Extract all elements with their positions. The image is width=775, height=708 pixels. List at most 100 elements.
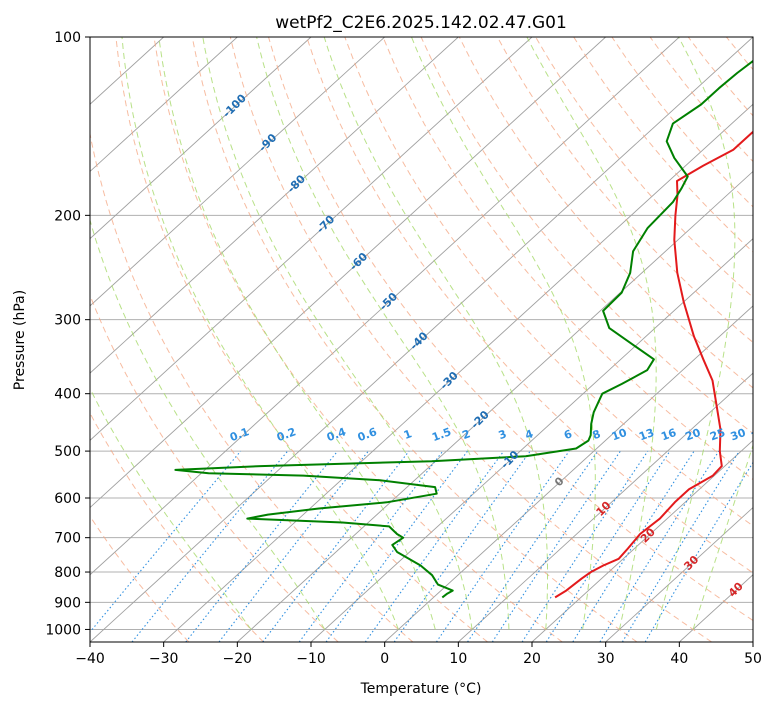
mixing-ratio-label: 1 (402, 427, 414, 442)
isotherm-line (90, 37, 238, 173)
mixing-ratio-label: 25 (708, 426, 727, 443)
dry-adiabat-line (90, 515, 190, 642)
dry-adiabat-line (153, 37, 563, 642)
data-lines (174, 59, 753, 599)
mixing-ratio-label: 0.4 (325, 425, 348, 444)
moist-adiabat-line (655, 37, 736, 630)
mixing-ratio-label: 30 (729, 426, 748, 444)
moist-adiabat-line (121, 37, 399, 630)
mixing-ratio-line (545, 450, 671, 642)
y-tick-label: 1000 (45, 622, 81, 638)
mixing-ratio-label: 20 (683, 426, 702, 444)
mixing-ratio-line (572, 450, 695, 642)
dry-adiabat-line (90, 131, 414, 642)
moist-adiabat-line (158, 37, 436, 630)
x-axis-label: Temperature (°C) (360, 681, 482, 697)
isotherm-line (163, 103, 753, 642)
dry-adiabat-line (90, 412, 264, 642)
dry-adiabat-line (344, 37, 753, 527)
isotherm-line (90, 37, 312, 240)
x-tick-label: −30 (149, 651, 179, 667)
isotherm-line (531, 439, 753, 642)
isotherm-line (458, 372, 753, 642)
moist-adiabat-line (692, 443, 753, 630)
mixing-ratio-label: 0.6 (356, 425, 379, 444)
y-tick-label: 600 (54, 491, 81, 507)
isotherm-line (90, 37, 753, 642)
mixing-ratio-line (185, 450, 339, 642)
dry-adiabat-line (115, 37, 488, 642)
x-tick-label: −40 (75, 651, 105, 667)
mixing-ratio-line (325, 450, 468, 642)
dewpoint-line (174, 59, 753, 599)
isotherm-line (605, 506, 753, 642)
isotherm-line (384, 305, 753, 642)
dry-adiabat-line (535, 37, 753, 298)
x-tick-label: −20 (223, 651, 253, 667)
x-tick-label: 50 (744, 651, 762, 667)
mixing-ratio-label: 3 (497, 427, 509, 442)
y-tick-label: 100 (54, 30, 81, 46)
dry-adiabat-line (306, 37, 753, 574)
isotherm-line (90, 37, 680, 576)
mixing-ratio-line (393, 450, 531, 642)
y-tick-label: 500 (54, 444, 81, 460)
mixing-ratio-label: 0.1 (228, 425, 251, 444)
dry-adiabat-line (268, 37, 753, 622)
mixing-ratio-label: 16 (659, 426, 678, 444)
isotherm-line (90, 37, 459, 374)
y-axis-ticks: 100 200 300 400 500 600 700 800 900 1000 (45, 30, 90, 638)
mixing-ratio-label: 10 (610, 426, 629, 444)
x-axis-ticks: −40 −30 −20 −10 0 10 20 30 40 50 (75, 642, 762, 667)
mixing-ratio-line (131, 450, 289, 642)
moist-adiabat-line (256, 37, 510, 630)
x-tick-label: 20 (523, 651, 541, 667)
isotherm-line (310, 238, 753, 642)
mixing-ratio-line (467, 450, 599, 642)
plot-frame (89, 36, 754, 643)
mixing-ratio-label: 6 (562, 427, 574, 442)
moist-adiabat-line (411, 37, 596, 630)
isotherm-line (237, 170, 753, 642)
dry-adiabat-line (382, 37, 753, 481)
x-tick-label: 30 (597, 651, 615, 667)
chart-title: wetPf2_C2E6.2025.142.02.47.G01 (275, 13, 567, 33)
mixing-ratio-line (621, 450, 740, 642)
isotherm-line (90, 37, 533, 441)
moist-adiabat-line (90, 387, 252, 630)
mixing-ratio-label: 13 (637, 426, 656, 443)
mixing-ratio-label: 1.5 (430, 425, 453, 444)
mixing-ratio-line (298, 450, 444, 642)
mixing-ratio-line (435, 450, 570, 642)
y-tick-label: 800 (54, 565, 81, 581)
dry-adiabat-line (496, 37, 753, 344)
mixing-ratio-line (262, 450, 410, 642)
x-tick-label: 10 (449, 651, 467, 667)
moist-adiabat-line (526, 37, 657, 630)
y-axis-label: Pressure (hPa) (12, 290, 28, 390)
isotherm-line (90, 37, 385, 307)
mixing-ratio-label: 0.2 (275, 425, 298, 444)
x-tick-label: 0 (380, 651, 389, 667)
mixing-ratio-line (491, 450, 621, 642)
x-tick-label: 40 (670, 651, 688, 667)
mixing-ratio-line (364, 450, 505, 642)
dry-adiabat-line (229, 37, 712, 642)
y-tick-label: 200 (54, 208, 81, 224)
mixing-ratio-label: 8 (591, 427, 603, 442)
mixing-ratio-line (521, 450, 649, 642)
background-lines (90, 37, 753, 642)
x-tick-label: −10 (296, 651, 326, 667)
mixing-ratio-line (90, 450, 242, 633)
isotherm-line (90, 37, 606, 509)
mixing-ratio-label: 36 (749, 426, 768, 444)
y-tick-label: 400 (54, 387, 81, 403)
y-tick-label: 300 (54, 313, 81, 329)
y-tick-label: 900 (54, 595, 81, 611)
dry-adiabat-line (191, 37, 638, 642)
y-tick-label: 700 (54, 531, 81, 547)
mixing-ratio-label: 4 (523, 427, 535, 442)
temperature-line (554, 130, 753, 599)
moist-adiabat-line (323, 37, 548, 630)
